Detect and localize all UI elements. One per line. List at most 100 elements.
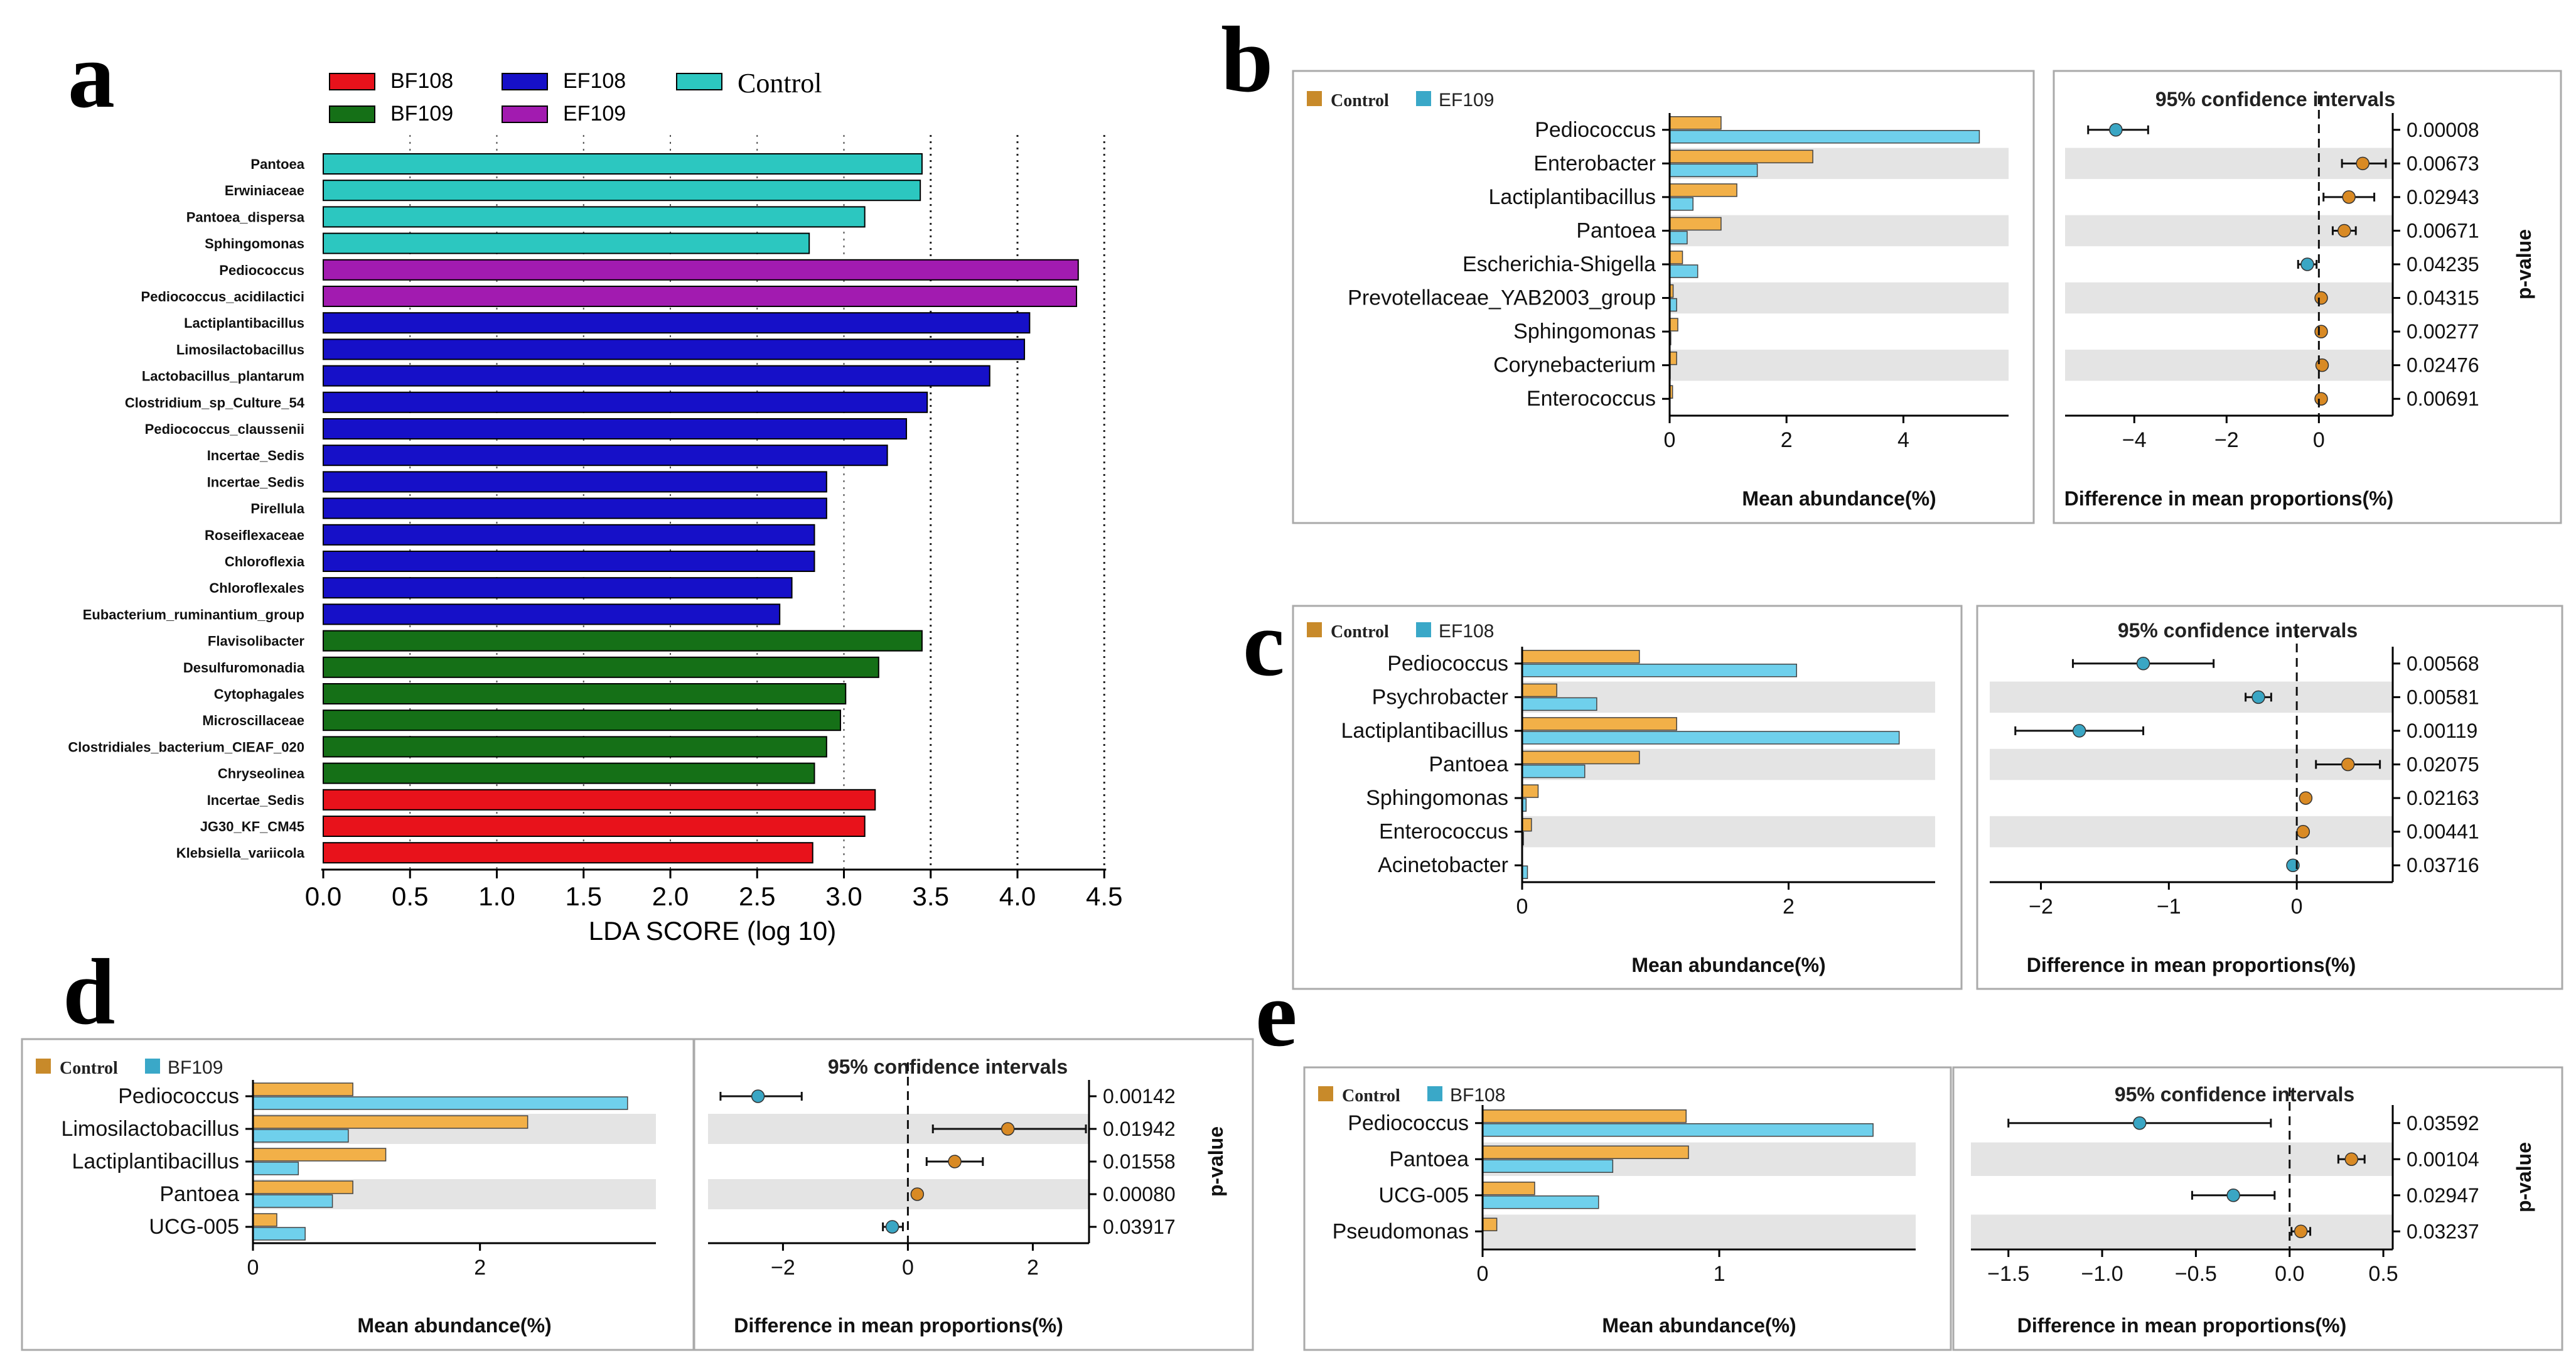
p-value: 0.04235 <box>2407 253 2479 276</box>
lda-category-label: Klebsiella_variicola <box>176 845 305 861</box>
lda-category-label: Incertae_Sedis <box>207 448 304 463</box>
bar-control <box>1669 183 1737 197</box>
category-label: Pantoea <box>1389 1147 1469 1171</box>
bar-group <box>1669 298 1677 312</box>
lda-bar <box>323 630 923 652</box>
bar-control <box>252 1115 529 1129</box>
abundance-axis-title: Mean abundance(%) <box>1742 487 1936 510</box>
lda-bar <box>323 789 876 811</box>
lda-bar <box>323 232 810 254</box>
diff-tick-label: −2 <box>771 1256 795 1280</box>
legend-label-ef108: EF108 <box>563 69 626 93</box>
legend-label-bf108: BF108 <box>390 69 453 93</box>
category-label: Pediococcus <box>1535 118 1656 142</box>
abundance-frame <box>1292 605 1963 990</box>
ci-point <box>2133 1116 2147 1130</box>
bar-control <box>1669 351 1677 365</box>
category-label: Limosilactobacillus <box>62 1117 239 1141</box>
row-stripe <box>708 1179 1089 1209</box>
bar-control <box>252 1082 353 1096</box>
row-stripe <box>1990 816 2393 848</box>
p-value-axis-title: p-value <box>1205 1126 1227 1197</box>
ci-point <box>2344 1152 2359 1166</box>
abundance-axis-title: Mean abundance(%) <box>1631 954 1825 976</box>
lda-bar <box>323 762 815 784</box>
diff-axis-title: Difference in mean proportions(%) <box>734 1314 1063 1337</box>
category-label: Pediococcus <box>1348 1111 1469 1135</box>
p-value: 0.00581 <box>2407 686 2479 708</box>
x-tick-label: 0.5 <box>392 882 428 911</box>
category-label: UCG-005 <box>149 1215 239 1239</box>
abundance-tick-label: 0 <box>247 1256 259 1280</box>
category-label: Corynebacterium <box>1493 353 1656 377</box>
legend-swatch-control <box>1307 622 1322 637</box>
ci-point <box>751 1089 765 1103</box>
p-value: 0.00008 <box>2407 119 2479 141</box>
p-value: 0.03716 <box>2407 854 2479 876</box>
ci-frame <box>2053 70 2562 524</box>
p-value: 0.00568 <box>2407 652 2479 675</box>
panel-c-control-vs-ef108: c Control EF108 95% confidence intervals Ped… <box>1243 591 2563 990</box>
bar-group <box>252 1194 333 1208</box>
legend-label-control: Control <box>738 68 822 99</box>
p-value: 0.02075 <box>2407 753 2479 776</box>
diff-tick-label: −2 <box>2029 895 2053 919</box>
legend-swatch-ef108 <box>502 73 548 90</box>
p-value: 0.01558 <box>1103 1150 1176 1173</box>
bar-group <box>1482 1159 1614 1173</box>
row-stripe <box>2065 349 2393 381</box>
bar-control <box>252 1213 277 1227</box>
bar-group <box>1482 1195 1599 1209</box>
lda-bar <box>323 497 827 519</box>
ci-point <box>910 1187 925 1201</box>
abundance-tick-label: 0 <box>1664 428 1676 452</box>
lda-category-label: Incertae_Sedis <box>207 474 304 490</box>
lda-bar <box>323 286 1078 307</box>
bar-control <box>1669 217 1722 231</box>
abundance-axis-title: Mean abundance(%) <box>1602 1314 1796 1337</box>
category-label: Acinetobacter <box>1378 853 1508 877</box>
ci-point <box>2314 325 2328 338</box>
x-tick-label: 4.0 <box>999 882 1036 911</box>
abundance-tick-label: 0 <box>1477 1262 1489 1286</box>
diff-axis-title: Difference in mean proportions(%) <box>2027 954 2356 976</box>
ci-point <box>2314 291 2328 305</box>
ci-frame <box>693 1038 1254 1351</box>
bar-group <box>252 1129 349 1143</box>
diff-tick-label: 0 <box>2291 895 2303 919</box>
abundance-tick-label: 4 <box>1897 428 1909 452</box>
legend-swatch-control <box>1307 91 1322 106</box>
abundance-frame <box>1292 70 2035 524</box>
bar-control <box>1521 683 1557 698</box>
ci-point <box>2136 657 2150 671</box>
panel-a-lda: a BF108 BF109 EF108 EF109 Control Pantoea Erwin… <box>68 23 1122 946</box>
legend-swatch-control <box>36 1059 51 1074</box>
abundance-tick-label: 0 <box>1516 895 1528 919</box>
lda-bar <box>323 180 921 202</box>
bar-control <box>1482 1109 1687 1123</box>
bar-control <box>1482 1145 1689 1159</box>
legend-swatch-group <box>1416 622 1431 637</box>
category-label: Sphingomonas <box>1366 786 1508 810</box>
legend-label-control: Control <box>60 1059 118 1078</box>
lda-bar <box>323 153 923 175</box>
legend-swatch-bf108 <box>329 73 375 90</box>
x-tick-label: 1.0 <box>478 882 515 911</box>
bar-control <box>1521 750 1640 765</box>
lda-bar <box>323 259 1079 281</box>
lda-category-label: Erwiniaceae <box>225 183 304 198</box>
p-value: 0.02947 <box>2407 1184 2479 1207</box>
category-label: Pediococcus <box>118 1084 239 1108</box>
lda-bar <box>323 736 827 758</box>
bar-group <box>1669 163 1758 178</box>
abundance-axis-title: Mean abundance(%) <box>357 1314 551 1337</box>
legend-swatch-ef109 <box>502 105 548 123</box>
row-stripe <box>1990 681 2393 713</box>
legend-label-group: EF108 <box>1439 621 1494 642</box>
ci-point <box>2337 224 2351 238</box>
ci-point <box>2296 824 2310 839</box>
category-label: Pseudomonas <box>1333 1219 1469 1243</box>
diff-tick-label: −1 <box>2157 895 2181 919</box>
bar-control <box>1521 784 1539 798</box>
lda-category-label: Chloroflexia <box>225 554 305 569</box>
